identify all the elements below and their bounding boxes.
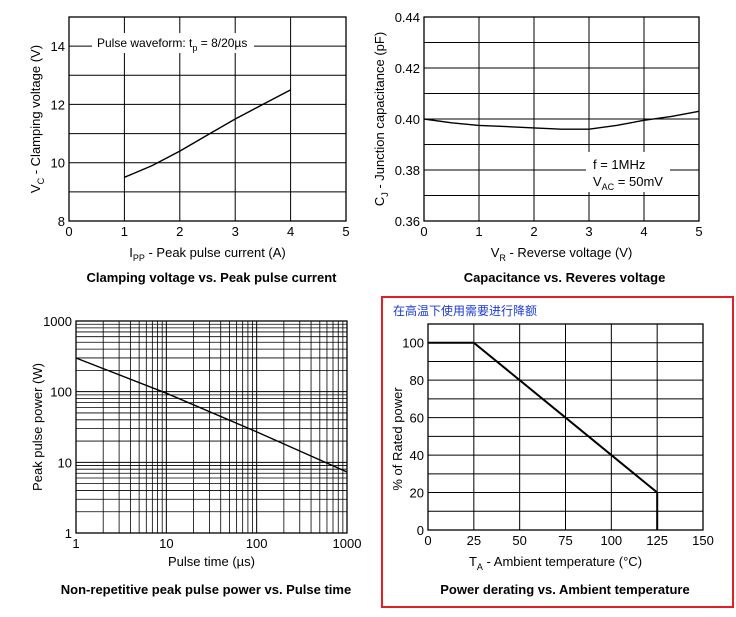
annotation-vac: VAC = 50mV (593, 174, 663, 192)
annotation-background (92, 33, 254, 53)
y-axis-label: VC - Clamping voltage (V) (28, 45, 46, 193)
x-axis-label: Pulse time (µs) (168, 554, 255, 569)
y-tick-label: 0.36 (395, 214, 420, 229)
x-tick-label: 1 (121, 224, 128, 239)
x-tick-label: 4 (640, 224, 647, 239)
y-tick-label: 1000 (43, 314, 72, 329)
y-tick-label: 0 (417, 523, 424, 538)
chart-title: Capacitance vs. Reveres voltage (464, 270, 666, 285)
x-tick-label: 125 (646, 533, 668, 548)
series-clamping-voltage (124, 89, 291, 178)
x-tick-label: 5 (342, 224, 349, 239)
x-axis-label: VR - Reverse voltage (V) (491, 245, 633, 263)
series-pulse-power (75, 357, 348, 473)
y-tick-label: 100 (402, 336, 424, 351)
y-tick-label: 40 (410, 448, 424, 463)
x-axis-label: TA - Ambient temperature (°C) (469, 554, 642, 572)
x-tick-label: 150 (692, 533, 714, 548)
y-tick-label: 8 (58, 214, 65, 229)
series-derating (428, 341, 659, 530)
y-tick-label: 100 (50, 385, 72, 400)
chart-capacitance: 0 1 2 3 4 5 0.36 0.38 0.40 0.42 0.44 f = 1MHz VAC = … (372, 10, 703, 285)
x-tick-label: 5 (695, 224, 702, 239)
y-tick-label: 10 (51, 156, 65, 171)
chart-title: Clamping voltage vs. Peak pulse current (87, 270, 338, 285)
chart-pulse-power: 1 10 100 1000 1 10 100 1000 Pulse time (µs) Peak … (30, 314, 361, 597)
y-axis-label: % of Rated power (390, 387, 405, 491)
y-tick-label: 12 (51, 97, 65, 112)
x-tick-label: 50 (512, 533, 526, 548)
x-tick-label: 0 (65, 224, 72, 239)
x-tick-label: 1 (72, 536, 79, 551)
x-tick-label: 4 (287, 224, 294, 239)
highlight-box (381, 296, 734, 608)
annotation-waveform: Pulse waveform: tp = 8/20µs (97, 36, 247, 53)
chart-power-derating: 在高温下使用需要进行降额 0 25 50 75 100 125 150 0 20 40 60 80 100… (381, 296, 734, 608)
x-tick-label: 2 (530, 224, 537, 239)
y-tick-label: 20 (410, 486, 424, 501)
y-tick-label: 14 (51, 39, 65, 54)
highlight-note: 在高温下使用需要进行降额 (393, 303, 537, 318)
plot-frame (427, 323, 704, 531)
x-tick-label: 100 (600, 533, 622, 548)
y-tick-label: 0.42 (395, 61, 420, 76)
annotation-frequency: f = 1MHz (593, 157, 645, 172)
x-axis-label: IPP - Peak pulse current (A) (129, 245, 286, 263)
x-tick-label: 0 (420, 224, 427, 239)
y-tick-label: 1 (65, 526, 72, 541)
plot-frame (75, 320, 348, 534)
x-tick-label: 1000 (333, 536, 362, 551)
x-tick-label: 1 (475, 224, 482, 239)
y-tick-label: 0.38 (395, 163, 420, 178)
y-tick-label: 0.40 (395, 112, 420, 127)
x-tick-label: 3 (232, 224, 239, 239)
x-tick-label: 75 (558, 533, 572, 548)
chart-title: Non-repetitive peak pulse power vs. Puls… (61, 582, 351, 597)
y-axis-label: Peak pulse power (W) (30, 363, 45, 491)
series-capacitance (423, 110, 700, 130)
chart-title: Power derating vs. Ambient temperature (440, 582, 689, 597)
x-tick-label: 100 (246, 536, 268, 551)
x-tick-label: 25 (467, 533, 481, 548)
x-tick-label: 10 (159, 536, 173, 551)
y-axis-label: CJ - Junction capacitance (pF) (372, 32, 390, 206)
y-tick-label: 80 (410, 373, 424, 388)
y-tick-label: 0.44 (395, 10, 420, 25)
x-tick-label: 0 (424, 533, 431, 548)
x-tick-label: 2 (176, 224, 183, 239)
plot-frame (68, 16, 347, 222)
x-tick-label: 3 (585, 224, 592, 239)
annotation-background (586, 152, 670, 192)
y-tick-label: 60 (410, 411, 424, 426)
y-tick-label: 10 (58, 455, 72, 470)
